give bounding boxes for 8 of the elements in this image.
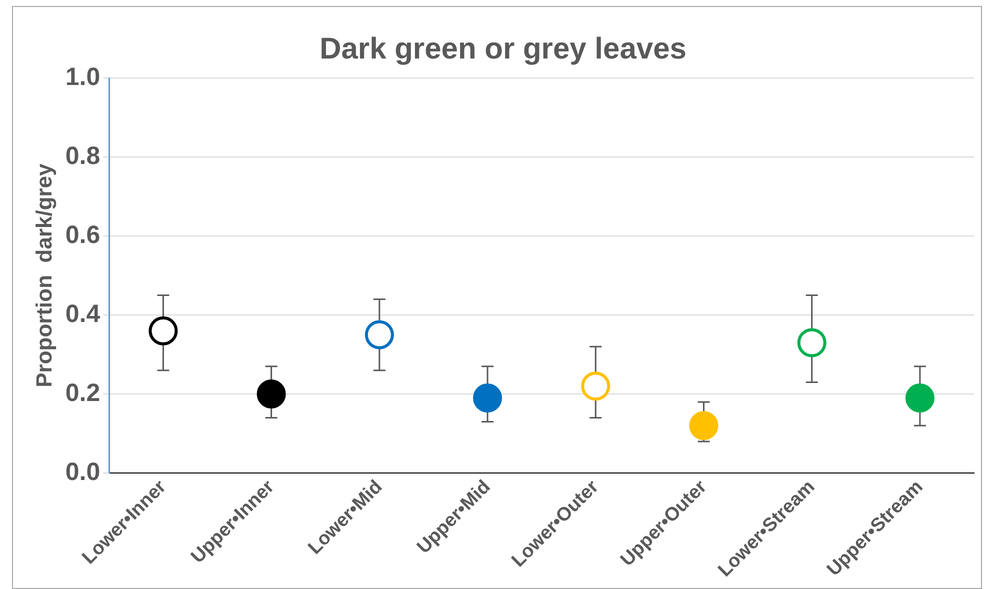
y-tick-label: 0.4 xyxy=(65,300,100,328)
y-axis-title: Proportion dark/grey xyxy=(31,162,56,388)
y-tick-label: 0.0 xyxy=(65,458,100,486)
y-tick-label: 1.0 xyxy=(65,62,100,91)
chart-title: Dark green or grey leaves xyxy=(320,32,686,66)
y-tick-label: 0.2 xyxy=(65,378,100,407)
y-tick-label: 0.6 xyxy=(65,220,100,249)
y-tick-label: 0.8 xyxy=(65,142,100,170)
